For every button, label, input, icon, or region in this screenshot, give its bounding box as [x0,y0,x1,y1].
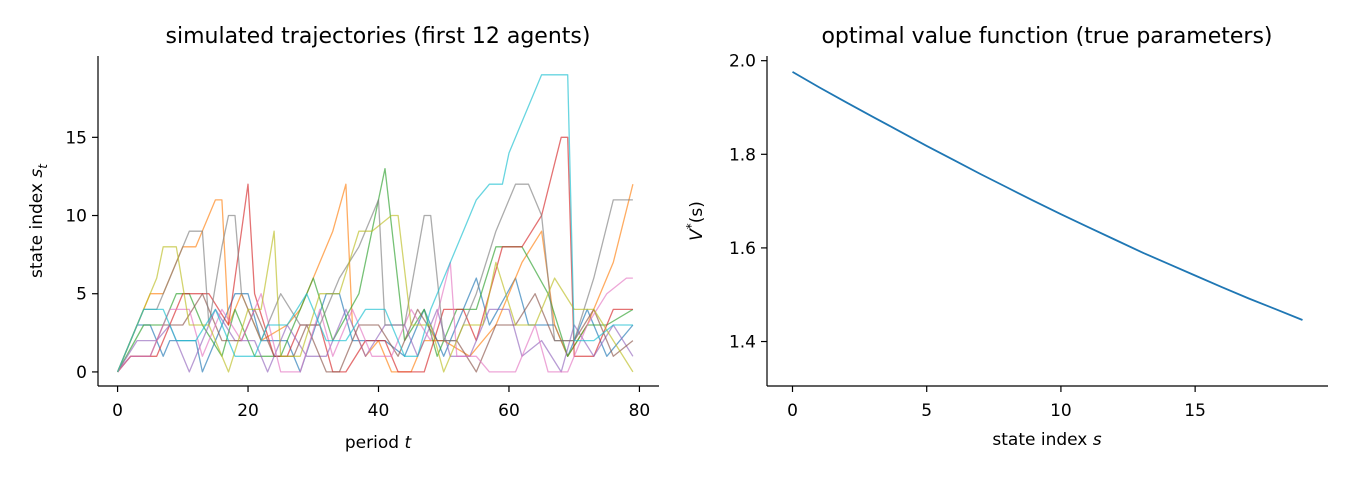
trajectory-line [117,261,633,373]
x-axis-label: period t [345,433,413,453]
y-tick-label: 2.0 [729,52,756,72]
plot-area [792,71,1303,321]
trajectories-chart: simulated trajectories (first 12 agents)… [27,24,659,453]
x-tick-label: 40 [368,401,390,421]
x-tick-label: 80 [629,401,651,421]
x-tick-label: 0 [112,401,123,421]
chart-title: simulated trajectories (first 12 agents) [166,24,591,49]
plot-area [116,74,634,373]
y-ticks: 0 5 10 15 [65,128,98,383]
x-ticks: 0 20 40 60 80 [112,386,650,421]
trajectory-line [116,74,633,373]
y-tick-label: 1.8 [729,145,756,165]
x-tick-label: 5 [921,401,932,421]
value-function-line [792,71,1303,321]
trajectory-line [116,214,634,373]
y-tick-label: 1.6 [729,239,756,259]
y-tick-label: 1.4 [729,333,756,353]
y-axis-label: V*(s) [684,201,707,241]
chart-title: optimal value function (true parameters) [821,24,1272,49]
x-tick-label: 15 [1184,401,1206,421]
x-tick-label: 10 [1050,401,1072,421]
y-tick-label: 10 [65,207,87,227]
trajectory-line [117,183,633,373]
x-tick-label: 60 [498,401,520,421]
x-tick-label: 0 [787,401,798,421]
y-tick-label: 15 [65,128,87,148]
x-axis-label: state index s [992,430,1101,450]
x-ticks: 0 5 10 15 [787,386,1206,421]
y-tick-label: 0 [76,363,87,383]
trajectory-line [117,136,633,373]
x-tick-label: 20 [237,401,259,421]
y-axis-label: state index st [27,163,50,278]
y-tick-label: 5 [76,285,87,305]
value-function-chart: optimal value function (true parameters)… [684,24,1328,450]
y-ticks: 1.4 1.6 1.8 2.0 [729,52,767,353]
